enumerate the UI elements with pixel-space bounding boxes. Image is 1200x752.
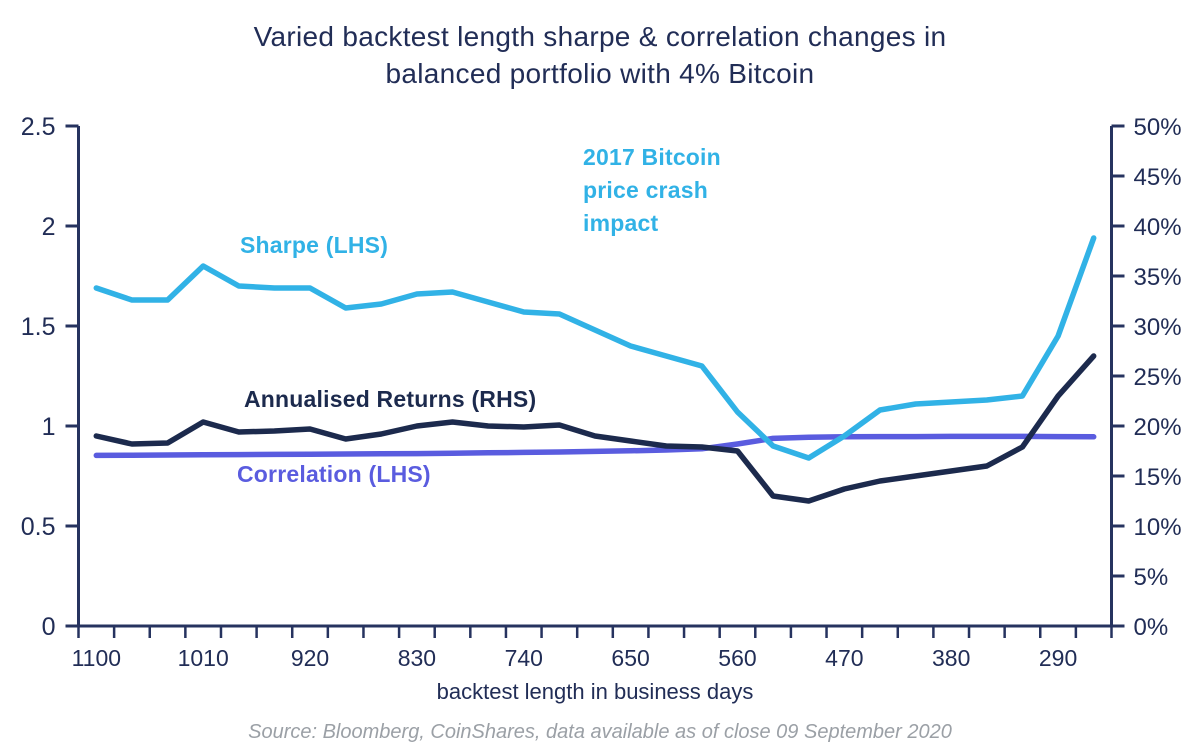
right-axis-tick-label: 35%: [1134, 264, 1182, 291]
right-axis-tick-label: 10%: [1134, 514, 1182, 541]
legend-returns-label: Annualised Returns (RHS): [244, 386, 537, 412]
right-axis-tick-label: 40%: [1134, 214, 1182, 241]
annotation-2017-crash: 2017 Bitcoin price crash impact: [583, 144, 721, 236]
right-axis-tick-label: 20%: [1134, 414, 1182, 441]
legend-sharpe-label: Sharpe (LHS): [240, 232, 389, 258]
right-axis-tick-label: 30%: [1134, 314, 1182, 341]
x-axis-tick-label: 1100: [72, 645, 121, 671]
right-axis-tick-label: 25%: [1134, 364, 1182, 391]
left-axis-tick-label: 0: [42, 613, 56, 641]
chart-title: Varied backtest length sharpe & correlat…: [253, 21, 947, 89]
right-axis-tick-label: 45%: [1134, 164, 1182, 191]
right-axis: 0% 5% 10% 15% 20% 25% 30% 35% 40% 45% 50%: [1110, 114, 1182, 641]
x-axis: 1100 1010 920 830 740 650 560 470 380 290: [72, 624, 1113, 671]
x-axis-tick-label: 560: [718, 645, 756, 671]
x-axis-tick-label: 290: [1039, 645, 1077, 671]
series-line-sharpe-lhs: [93, 235, 1097, 461]
x-axis-tick-label: 1010: [178, 645, 229, 671]
left-axis-tick-label: 2: [42, 213, 56, 241]
x-axis-tick-label: 470: [825, 645, 863, 671]
x-axis-tick-label: 380: [932, 645, 970, 671]
x-axis-tick-label: 920: [291, 645, 329, 671]
x-axis-tick-label: 830: [398, 645, 436, 671]
left-axis-tick-label: 1: [42, 413, 56, 441]
series-line-correlation-lhs: [93, 433, 1097, 459]
right-axis-tick-label: 50%: [1134, 114, 1182, 141]
source-note: Source: Bloomberg, CoinShares, data avai…: [248, 721, 952, 743]
x-axis-tick-label: 650: [611, 645, 649, 671]
right-axis-tick-label: 0%: [1134, 614, 1169, 641]
left-axis-tick-label: 0.5: [21, 513, 56, 541]
right-axis-tick-label: 5%: [1134, 564, 1169, 591]
x-axis-tick-label: 740: [505, 645, 543, 671]
legend-correlation-label: Correlation (LHS): [237, 461, 431, 487]
right-axis-tick-label: 15%: [1134, 464, 1182, 491]
x-axis-title: backtest length in business days: [436, 679, 754, 704]
left-axis: 0 0.5 1 1.5 2 2.5: [21, 113, 80, 641]
series-line-annualised-returns-rhs: [93, 353, 1097, 504]
left-axis-tick-label: 1.5: [21, 313, 56, 341]
left-axis-tick-label: 2.5: [21, 113, 56, 141]
